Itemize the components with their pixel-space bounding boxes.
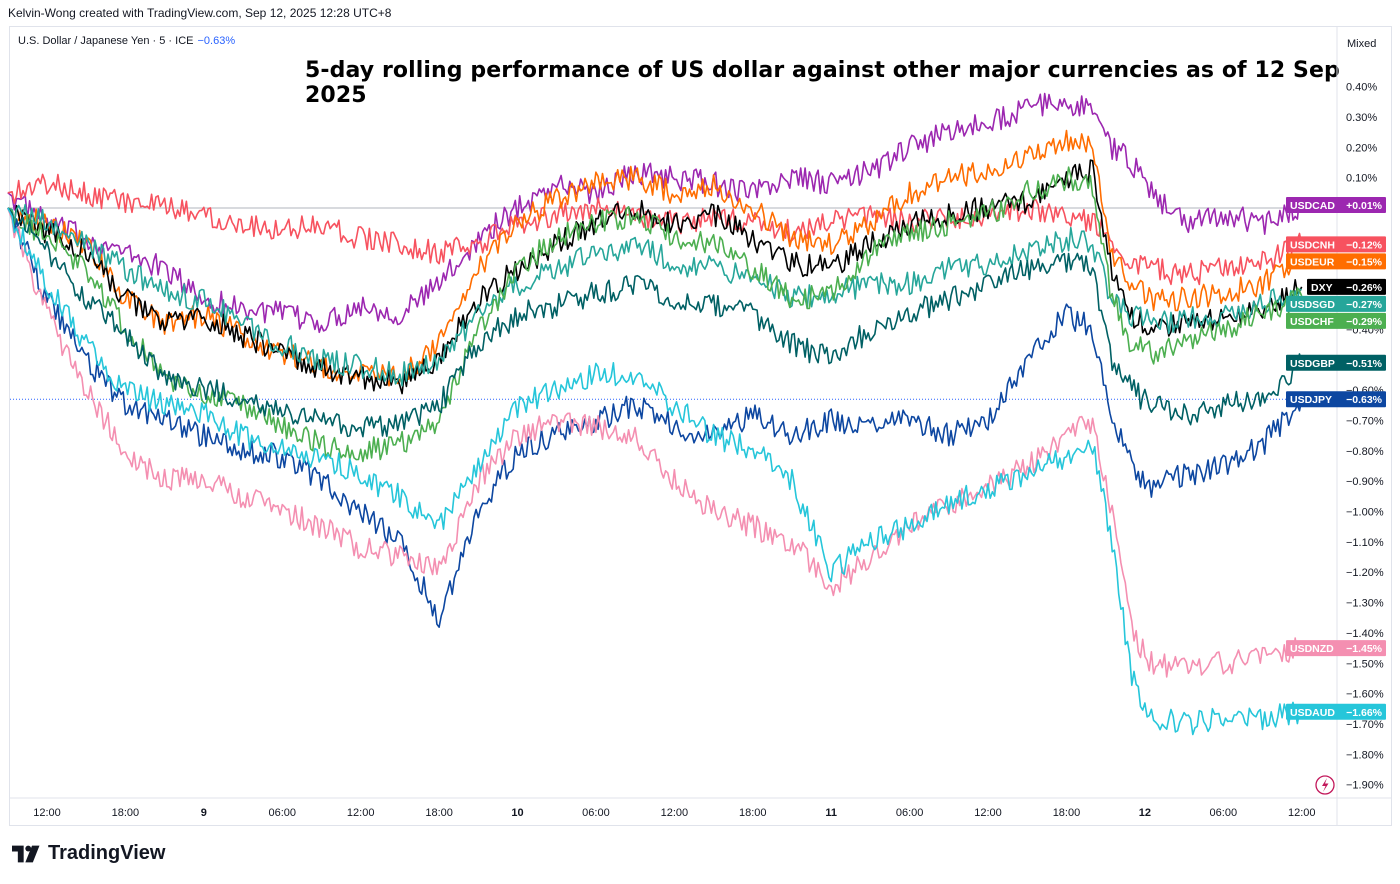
series-line-usdjpy [7,207,1303,628]
x-tick-label: 18:00 [1053,807,1081,819]
badge-symbol: USDSGD [1290,299,1335,311]
x-tick-label: 12:00 [1288,807,1316,819]
x-tick-label: 06:00 [582,807,610,819]
y-tick-label: −1.20% [1346,567,1384,579]
y-tick-label: −1.40% [1346,628,1384,640]
badge-symbol: USDJPY [1290,394,1332,406]
series-line-usdcnh [7,173,1303,286]
brand-name: TradingView [48,842,166,864]
badge-symbol: USDAUD [1290,707,1335,719]
badge-value: −0.12% [1346,239,1383,251]
symbol-legend[interactable]: U.S. Dollar / Japanese Yen · 5 · ICE −0.6… [18,35,235,47]
x-tick-label: 18:00 [425,807,453,819]
badge-value: −0.26% [1346,282,1383,294]
badge-value: −0.27% [1346,299,1383,311]
badge-usdaud[interactable]: USDAUD −1.66% [1286,703,1386,720]
badge-usdgbp[interactable]: USDGBP −0.51% [1286,354,1386,371]
badge-dxy[interactable]: DXY −0.26% [1307,278,1386,295]
x-tick-label: 12:00 [347,807,375,819]
badge-value: −0.15% [1346,256,1383,268]
series-line-usdsgd [7,203,1302,387]
y-tick-label: 0.20% [1346,142,1377,154]
x-tick-label: 06:00 [268,807,296,819]
badge-value: −0.63% [1346,394,1383,406]
tradingview-logo: TradingView [12,842,165,865]
chart-frame [9,26,1392,826]
x-tick-label: 06:00 [1210,807,1238,819]
x-axis: 12:00 18:00 9 06:00 12:00 18:00 10 06:00 12:00 18… [33,807,1315,819]
scale-mode-button[interactable]: Mixed [1347,38,1377,50]
series-line-usdchf [7,166,1303,463]
lightning-icon[interactable] [1315,775,1335,795]
y-tick-label: −0.70% [1346,415,1384,427]
symbol-name: U.S. Dollar / Japanese Yen · 5 · ICE [18,35,194,47]
y-tick-label: 0.10% [1346,173,1377,185]
badge-value: −0.51% [1346,358,1383,370]
y-tick-label: −0.90% [1346,476,1384,488]
series-line-usdeur [7,129,1303,387]
y-tick-label: −1.60% [1346,689,1384,701]
y-tick-label: −1.30% [1346,598,1384,610]
badge-usdcad[interactable]: USDCAD +0.01% [1286,196,1386,213]
series-line-usdnzd [7,207,1303,678]
y-tick-label: −1.80% [1346,749,1384,761]
badge-usdjpy[interactable]: USDJPY −0.63% [1286,391,1386,408]
chart-credit: Kelvin-Wong created with TradingView.com… [8,6,392,20]
x-tick-label: 10 [511,807,523,819]
x-tick-label: 12:00 [661,807,689,819]
x-tick-label: 06:00 [896,807,924,819]
badge-usdsgd[interactable]: USDSGD −0.27% [1286,295,1386,312]
badge-usdcnh[interactable]: USDCNH −0.12% [1286,236,1386,253]
y-tick-label: −1.70% [1346,719,1384,731]
series-line-usdgbp [7,207,1303,438]
badge-value: −1.45% [1346,643,1383,655]
y-tick-label: −0.80% [1346,446,1384,458]
x-tick-label: 12:00 [33,807,61,819]
x-tick-label: 9 [201,807,207,819]
badge-symbol: USDNZD [1290,643,1334,655]
x-tick-label: 11 [825,807,837,819]
tradingview-logo-icon [12,845,40,862]
badge-usdeur[interactable]: USDEUR −0.15% [1286,253,1386,270]
badge-value: −0.29% [1346,316,1383,328]
symbol-change: −0.63% [197,35,236,47]
series-group [7,92,1303,736]
y-tick-label: 0.40% [1346,82,1377,94]
x-tick-label: 18:00 [739,807,767,819]
badge-value: +0.01% [1346,200,1383,212]
legend-badges: USDCAD +0.01% USDCNH −0.12% USDEUR −0.15% DXY −… [1286,196,1386,720]
badge-symbol: DXY [1311,282,1333,294]
y-tick-label: −1.00% [1346,507,1384,519]
x-tick-label: 12 [1139,807,1151,819]
y-tick-label: −1.10% [1346,537,1384,549]
badge-symbol: USDCAD [1290,200,1335,212]
badge-symbol: USDGBP [1290,358,1335,370]
series-line-usdaud [7,207,1302,736]
badge-usdnzd[interactable]: USDNZD −1.45% [1286,640,1386,657]
badge-symbol: USDCNH [1290,239,1335,251]
badge-value: −1.66% [1346,707,1383,719]
badge-symbol: USDCHF [1290,316,1334,328]
chart-title: 5-day rolling performance of US dollar a… [305,58,1340,108]
y-tick-label: −1.50% [1346,658,1384,670]
y-tick-label: −1.90% [1346,780,1384,792]
badge-usdchf[interactable]: USDCHF −0.29% [1286,312,1386,329]
badge-symbol: USDEUR [1290,256,1335,268]
x-tick-label: 12:00 [974,807,1002,819]
series-line-dxy [7,159,1303,395]
x-tick-label: 18:00 [112,807,140,819]
y-axis: 0.40%0.30%0.20%0.10%−0.40%−0.60%−0.70%−0… [1346,82,1384,792]
y-tick-label: 0.30% [1346,112,1377,124]
